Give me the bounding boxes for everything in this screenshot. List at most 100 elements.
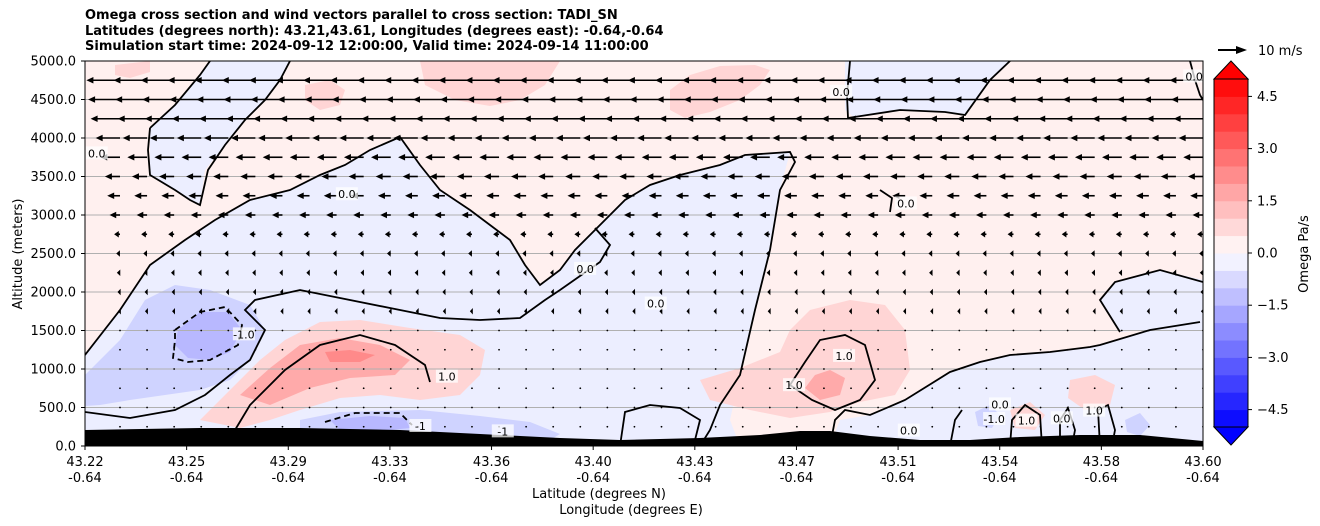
wind-vector <box>173 329 176 332</box>
wind-vector-head <box>555 134 563 142</box>
wind-vector-head <box>522 269 527 276</box>
wind-vector-head <box>1173 115 1181 122</box>
wind-vector-head <box>528 134 536 142</box>
wind-vector-head <box>495 250 499 257</box>
wind-vector <box>579 425 582 428</box>
wind-vector-head <box>441 250 445 257</box>
wind-vector-head <box>113 77 121 84</box>
wind-vector-head <box>1054 192 1062 199</box>
contour-label-bg <box>983 412 1006 426</box>
wind-vector <box>579 387 582 390</box>
wind-vector-head <box>208 154 216 161</box>
wind-vector-head <box>1061 231 1067 238</box>
wind-vector-head <box>140 77 148 84</box>
wind-vector-head <box>550 115 558 122</box>
wind-vector-head <box>786 211 794 219</box>
wind-vector <box>958 368 961 370</box>
wind-vector-head <box>654 77 662 84</box>
wind-vector-head <box>353 211 360 219</box>
contour-label: 0.0 <box>338 188 356 201</box>
colorbar-tick-label: 0.0 <box>1257 247 1278 262</box>
colorbar-level <box>1214 253 1248 271</box>
wind-vector-head <box>520 231 525 238</box>
wind-vector-head <box>1010 288 1015 296</box>
wind-vector <box>227 348 230 351</box>
wind-vector-head <box>656 96 664 103</box>
wind-vector-head <box>1119 115 1127 122</box>
wind-vector-head <box>1047 154 1055 161</box>
wind-vector-head <box>196 96 204 103</box>
wind-vector-head <box>582 134 590 142</box>
wind-vector-head <box>865 192 873 199</box>
wind-vector-head <box>632 308 636 315</box>
wind-vector-head <box>415 115 423 122</box>
wind-vector <box>1039 368 1042 370</box>
wind-vector-head <box>862 173 870 180</box>
wind-vector <box>741 406 744 409</box>
contour-label: 1.0 <box>438 371 456 384</box>
y-tick-label: 0.0 <box>55 440 76 455</box>
colorbar-level <box>1214 235 1248 254</box>
x-tick-lon-label: -0.64 <box>373 471 407 486</box>
wind-vector-head <box>122 134 130 142</box>
wind-vector-head <box>820 250 824 257</box>
x-tick-lon-label: -0.64 <box>780 471 814 486</box>
wind-vector <box>1012 348 1015 351</box>
wind-vector-head <box>280 308 284 315</box>
wind-vector-head <box>1089 96 1097 103</box>
wind-vector <box>200 329 203 332</box>
wind-vector-head <box>1074 154 1082 161</box>
wind-vector-head <box>713 288 717 296</box>
wind-vector-head <box>1088 231 1094 238</box>
wind-vector <box>119 387 121 390</box>
wind-vector <box>389 387 392 390</box>
x-tick-lat-label: 43.58 <box>1083 455 1120 470</box>
wind-vector-head <box>873 96 881 103</box>
wind-vector-head <box>469 308 473 315</box>
wind-vector-head <box>1145 269 1150 276</box>
wind-vector-head <box>1138 211 1146 219</box>
wind-vector-head <box>675 192 683 199</box>
wind-vector <box>1066 368 1069 370</box>
wind-vector-head <box>867 211 875 219</box>
wind-vector-head <box>777 154 785 161</box>
wind-vector-head <box>1116 96 1124 103</box>
wind-vector <box>525 329 528 332</box>
contour-label-bg <box>988 397 1011 411</box>
wind-vector-head <box>415 288 419 296</box>
wind-vector-head <box>709 77 717 84</box>
wind-vector-head <box>700 173 708 180</box>
wind-vector <box>1120 425 1123 428</box>
wind-vector-head <box>732 211 739 219</box>
wind-vector-head <box>1111 211 1118 219</box>
wind-vector-head <box>983 269 987 276</box>
wind-vector-head <box>1142 77 1150 84</box>
wind-vector <box>579 368 582 370</box>
wind-vector-head <box>569 211 577 219</box>
wind-vector-head <box>117 288 121 296</box>
wind-vector <box>1012 329 1015 332</box>
wind-vector-head <box>980 231 986 238</box>
wind-vector <box>498 329 500 332</box>
wind-vector-head <box>225 269 229 276</box>
contour-labels: 0.0 0.0 -1.0 1.0 -1 -1 0.0 0.0 0.0 0.0 1.0 1.0 0.0 -1… <box>85 69 1203 438</box>
wind-vector-head <box>574 231 580 238</box>
wind-vector <box>579 406 582 409</box>
wind-vector <box>525 368 528 370</box>
wind-vector-head <box>361 115 369 122</box>
wind-vector-head <box>1192 211 1200 219</box>
wind-vector <box>633 387 636 390</box>
wind-vector-head <box>1038 308 1042 315</box>
wind-vector-head <box>358 96 366 103</box>
wind-vector-head <box>496 115 504 122</box>
wind-vector <box>768 329 771 332</box>
wind-vector <box>1066 348 1069 351</box>
x-tick-lat-label: 43.51 <box>879 455 916 470</box>
wind-vector-head <box>343 154 351 161</box>
wind-vector <box>823 387 825 390</box>
wind-vector <box>850 387 852 390</box>
wind-vector-head <box>934 134 942 142</box>
wind-vector-head <box>334 308 338 315</box>
wind-vector <box>1175 406 1177 409</box>
wind-vector-head <box>975 211 983 219</box>
